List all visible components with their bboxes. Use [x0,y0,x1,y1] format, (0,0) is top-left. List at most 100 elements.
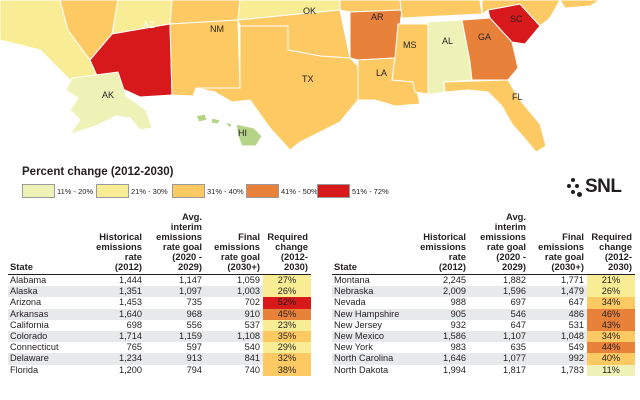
cell-historical: 1,351 [87,286,145,298]
state-label-al: AL [442,36,454,46]
cell-historical: 988 [450,297,466,308]
state-label-ga: GA [478,32,492,42]
state-label-la: LA [376,68,388,78]
state-label-nm: NM [210,24,224,34]
cell-historical: 1,646 [411,353,469,365]
state-shape-tx [195,25,359,151]
cell-required: 52% [263,297,311,309]
cell-historical: 983 [450,342,466,353]
cell-required: 32% [263,353,311,365]
legend-label: 51% - 72% [352,186,389,196]
table-row: Arizona 1,453 735 702 52% [8,297,311,309]
cell-required: 26% [263,286,311,298]
table-row: Nevada 988 697 647 34% [332,297,635,309]
table-row: New Jersey 932 647 531 43% [332,319,635,331]
table-row: Colorado 1,714 1,159 1,108 35% [8,330,311,343]
table-row: Connecticut 765 597 540 29% [8,342,311,354]
cell-historical: 1,714 [87,330,145,343]
cell-interim: 735 [186,297,202,308]
table-row: California 698 556 537 23% [8,319,311,331]
table-header-row: State Historical emissions rate (2012) Avg.… [332,212,635,275]
cell-state: New Mexico [332,330,411,343]
state-label-tx: TX [302,74,314,84]
table-row: Montana 2,245 1,882 1,771 21% [332,274,635,287]
cell-required: 26% [587,286,635,298]
state-label-ok: OK [303,6,317,16]
state-shape-nm [169,19,241,97]
legend: 11% - 20% 21% - 30% 31% - 40% 41% - 50% … [22,184,422,202]
right-table-body: Montana 2,245 1,882 1,771 21% Nebraska 2,009 1,… [332,274,635,376]
cell-final: 549 [568,342,584,353]
cell-final: 910 [205,308,263,320]
table-row: Alaska 1,351 1,097 1,003 26% [8,286,311,298]
legend-item: 51% - 72% [317,184,389,198]
cell-interim: 546 [469,308,529,320]
header-interim: Avg. interim emissions rate goal (2020 -2029… [469,212,529,275]
table-row: North Dakota 1,994 1,817 1,783 11% [332,364,635,376]
cell-historical: 932 [450,319,466,330]
cell-interim: 597 [186,342,202,353]
cell-historical: 765 [126,342,142,353]
cell-historical: 2,245 [443,275,466,286]
header-required: Required change (2012- 2030) [263,212,311,275]
cell-interim: 1,077 [469,353,529,365]
cell-required: 38% [263,364,311,376]
state-label-fl: FL [512,92,523,102]
cell-final: 740 [244,364,260,375]
legend-swatch [317,184,350,198]
legend-swatch [172,184,205,198]
table-row: New Hampshire 905 546 486 46% [332,308,635,320]
us-map: AZ NM OK TX AR LA MS AL GA SC FL AK HI [0,0,640,160]
cell-final: 1,479 [529,286,587,298]
state-label-ms: MS [403,40,417,50]
cell-final: 1,108 [205,330,263,343]
cell-final: 1,003 [205,286,263,298]
cell-state: New Jersey [334,319,382,330]
cell-interim: 1,147 [179,275,202,286]
table-row: Delaware 1,234 913 841 32% [8,353,311,365]
cell-state: New York [334,342,373,353]
legend-title: Percent change (2012-2030) [22,166,174,178]
cell-state: Florida [10,364,39,375]
cell-historical: 1,994 [443,364,466,375]
cell-required: 45% [263,308,311,320]
legend-label: 41% - 50% [281,186,318,196]
state-label-ar: AR [371,12,384,22]
cell-required: 11% [587,364,635,376]
state-shape-ak [65,71,153,135]
cell-interim: 913 [145,353,205,365]
table-row: New York 983 635 549 44% [332,342,635,354]
header-final: Final emissions rate goal (2030+) [205,212,263,275]
snl-logo: SNL [567,176,627,200]
legend-item: 21% - 30% [96,184,168,198]
cell-interim: 1,596 [469,286,529,298]
state-shape-hi [195,113,263,147]
cell-state: Arkansas [8,308,87,320]
cell-interim: 1,882 [503,275,526,286]
cell-state: California [10,319,49,330]
cell-required: 23% [263,319,311,331]
legend-swatch [96,184,129,198]
header-state: State [332,212,411,275]
state-label-az: AZ [143,20,155,30]
cell-required: 44% [587,342,635,354]
legend-swatch [246,184,279,198]
cell-historical: 1,234 [87,353,145,365]
table-row: Alabama 1,444 1,147 1,059 27% [8,274,311,287]
cell-required: 21% [587,274,635,287]
cell-required: 29% [263,342,311,354]
header-final: Final emissions rate goal (2030+) [529,212,587,275]
cell-final: 1,771 [561,275,584,286]
state-label-hi: HI [238,128,247,138]
cell-historical: 2,009 [411,286,469,298]
cell-interim: 794 [186,364,202,375]
cell-state: Arizona [10,297,42,308]
cell-interim: 968 [145,308,205,320]
cell-state: Delaware [8,353,87,365]
cell-final: 537 [244,319,260,330]
table-header-row: State Historical emissions rate (2012) Avg.… [8,212,311,275]
header-interim: Avg. interim emissions rate goal (2020 -2029… [145,212,205,275]
left-table-body: Alabama 1,444 1,147 1,059 27% Alaska 1,351 1,09… [8,274,311,376]
state-label-sc: SC [510,14,523,24]
table-row: Florida 1,200 794 740 38% [8,364,311,376]
